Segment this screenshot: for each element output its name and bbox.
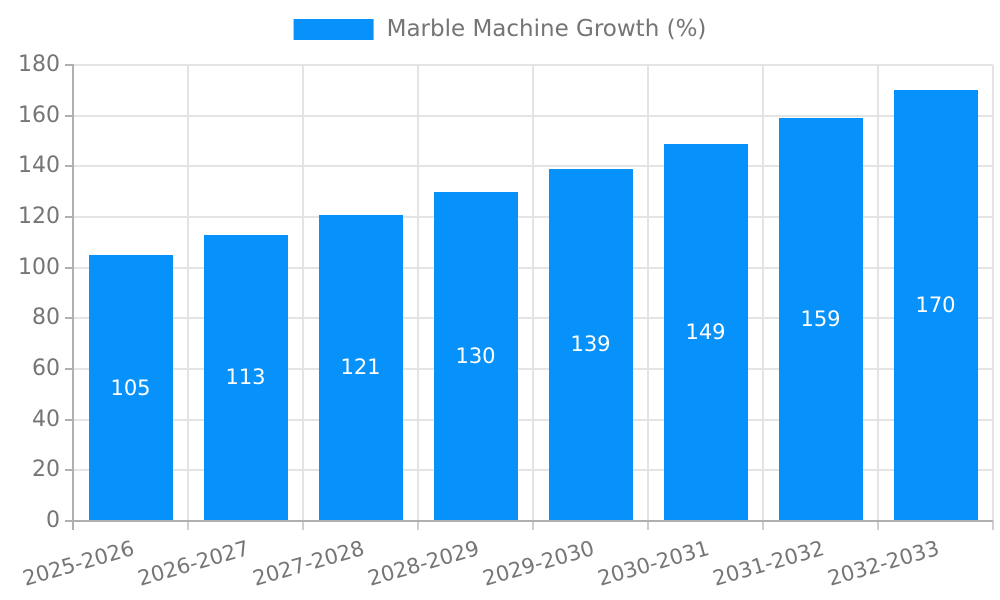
bar: 105 [88, 255, 173, 521]
v-gridline [532, 65, 534, 521]
v-gridline [647, 65, 649, 521]
x-tick-mark [187, 521, 189, 530]
y-tick-mark [65, 266, 73, 269]
y-tick-label: 40 [32, 406, 60, 432]
y-tick-mark [65, 520, 73, 522]
bar: 159 [778, 118, 863, 521]
bar-value-label: 121 [340, 355, 381, 380]
x-tick-label: 2026-2027 [135, 536, 252, 591]
bar-value-label: 170 [915, 293, 956, 318]
y-tick-mark [65, 64, 73, 66]
v-gridline [417, 65, 419, 521]
x-tick-label: 2031-2032 [710, 536, 827, 591]
legend-label: Marble Machine Growth (%) [386, 16, 707, 42]
y-tick-label: 180 [18, 52, 60, 77]
bar: 170 [893, 90, 978, 521]
bar: 139 [548, 168, 633, 521]
y-tick-label: 80 [32, 305, 60, 331]
bar-value-label: 130 [455, 343, 496, 368]
y-tick-mark [65, 216, 73, 218]
y-tick-label: 160 [18, 102, 60, 128]
plot-area: 105 113 121 130 139 149 159 170 [73, 64, 994, 530]
x-tick-mark [992, 521, 994, 530]
bar-value-label: 149 [685, 319, 726, 344]
x-tick-label: 2027-2028 [250, 536, 367, 591]
y-tick-label: 60 [32, 356, 60, 381]
y-tick-mark [65, 469, 73, 472]
x-tick-label: 2030-2031 [595, 536, 712, 591]
y-tick-label: 100 [18, 254, 60, 280]
bar-value-label: 139 [570, 332, 611, 357]
bar-value-label: 113 [225, 365, 266, 390]
x-tick-mark [647, 521, 649, 530]
y-tick-mark [65, 418, 73, 421]
y-tick-mark [65, 114, 73, 117]
bar: 130 [433, 191, 518, 521]
chart-legend: Marble Machine Growth (%) [293, 16, 707, 42]
y-tick-label: 20 [32, 457, 60, 483]
x-axis-line [73, 520, 993, 522]
legend-swatch [293, 19, 374, 40]
y-axis-line [72, 64, 74, 530]
v-gridline [877, 65, 879, 521]
bar: 121 [318, 214, 403, 521]
x-tick-label: 2029-2030 [480, 536, 597, 591]
x-tick-label: 2028-2029 [365, 536, 482, 591]
y-tick-label: 140 [18, 153, 60, 179]
y-tick-label: 120 [18, 204, 60, 229]
x-tick-mark [417, 521, 419, 530]
bar-value-label: 159 [800, 307, 841, 332]
v-gridline [762, 65, 764, 521]
x-tick-mark [877, 521, 879, 530]
x-tick-mark [532, 521, 534, 530]
v-gridline [302, 65, 304, 521]
bar: 113 [203, 234, 288, 521]
y-tick-mark [65, 368, 73, 370]
x-tick-mark [762, 521, 764, 530]
y-tick-mark [65, 317, 73, 320]
x-tick-mark [302, 521, 304, 530]
v-gridline [992, 65, 994, 521]
y-tick-mark [65, 165, 73, 168]
bar: 149 [663, 143, 748, 521]
v-gridline [187, 65, 189, 521]
x-tick-label: 2025-2026 [20, 536, 137, 591]
x-tick-label: 2032-2033 [825, 536, 942, 591]
y-tick-label: 0 [46, 508, 60, 533]
bar-value-label: 105 [110, 375, 151, 400]
